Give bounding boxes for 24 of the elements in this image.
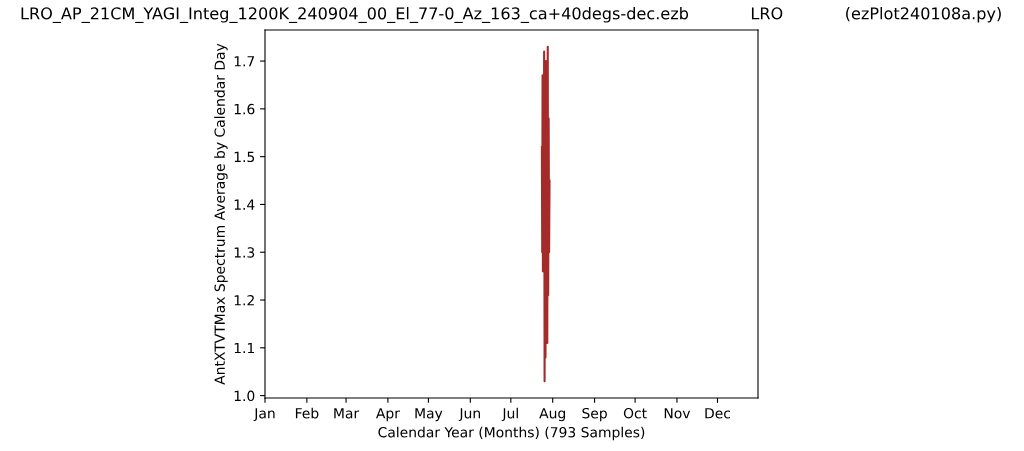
x-axis-title: Calendar Year (Months) (793 Samples) xyxy=(378,426,645,441)
x-tick-label: Jan xyxy=(253,408,275,422)
x-tick-label: Dec xyxy=(705,408,731,419)
y-tick-label: 1.0 xyxy=(234,390,255,402)
x-tick-label: Mar xyxy=(334,408,360,419)
x-tick-label: Jul xyxy=(501,407,518,422)
x-tick-label: Nov xyxy=(664,408,691,419)
x-tick-label: Aug xyxy=(539,408,565,422)
chart-title: LRO_AP_21CM_YAGI_Integ_1200K_240904_00_El_77-0_Az_163_ca+40degs-dec.ezb LRO (ezPlot240108a.py) xyxy=(21,6,1001,24)
x-tick-label: Sep xyxy=(582,407,607,422)
y-tick-label: 1.7 xyxy=(234,56,255,67)
x-tick-label: Apr xyxy=(376,408,400,422)
y-axis-title: AntXTVTMax Spectrum Average by Calendar Day xyxy=(214,43,228,385)
y-tick-label: 1.4 xyxy=(234,199,255,210)
x-tick-label: Feb xyxy=(295,407,319,419)
line-series xyxy=(540,45,551,383)
x-tick-label: May xyxy=(415,408,443,422)
y-tick-label: 1.6 xyxy=(234,103,255,115)
y-tick-label: 1.3 xyxy=(234,247,255,258)
y-tick-label: 1.1 xyxy=(234,342,254,354)
x-tick-label: Oct xyxy=(623,407,647,419)
y-tick-label: 1.2 xyxy=(234,294,254,306)
x-tick-label: Jun xyxy=(458,408,480,422)
y-tick-label: 1.5 xyxy=(234,151,255,163)
